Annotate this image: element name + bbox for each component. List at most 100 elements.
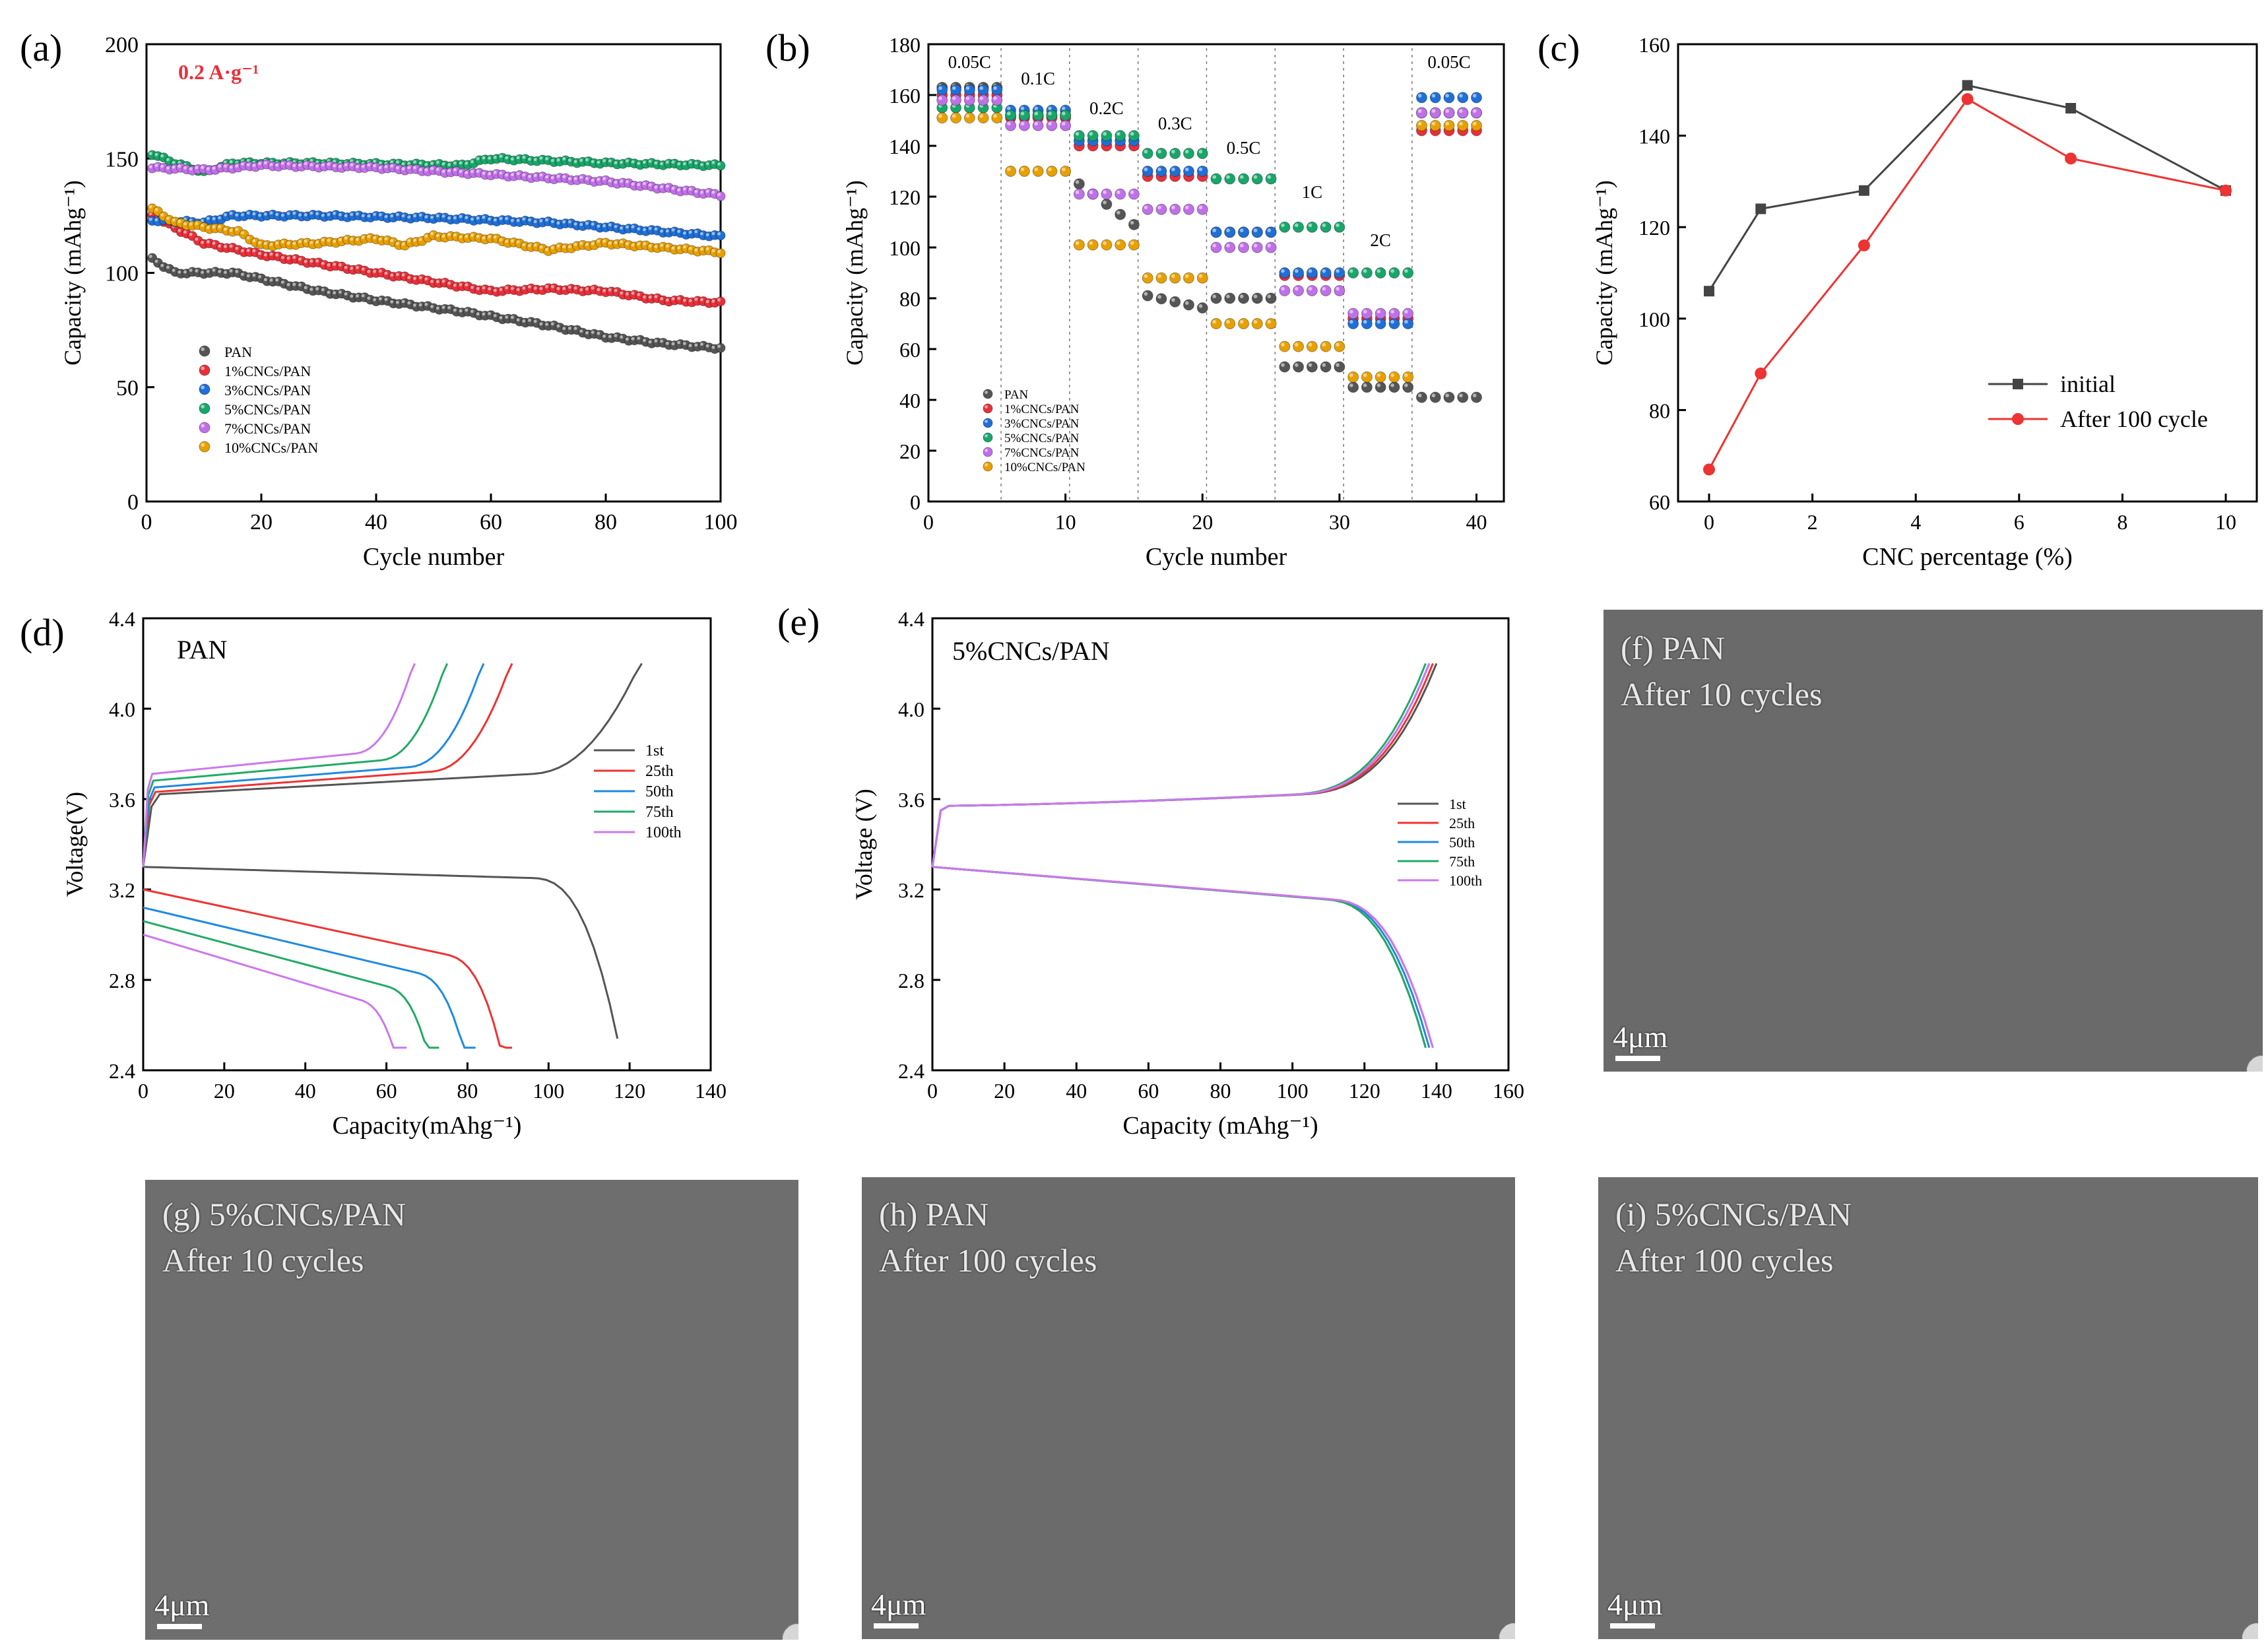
series-After 100 cycle: After 100 cycle: [1702, 93, 2232, 476]
data-point-shine: [539, 286, 543, 290]
legend-marker: [983, 418, 993, 428]
data-point: [1361, 307, 1373, 319]
data-point-shine: [465, 234, 469, 238]
x-tick-label: 0: [927, 1079, 938, 1103]
data-point-shine: [1006, 106, 1011, 111]
data-point-shine: [1294, 363, 1299, 367]
data-point: [1293, 267, 1305, 278]
data-point-shine: [304, 239, 308, 243]
data-point-shine: [1377, 319, 1381, 324]
data-point-shine: [212, 242, 216, 245]
data-point-shine: [212, 216, 216, 220]
data-point-shine: [694, 161, 698, 165]
data-point: [1128, 239, 1140, 251]
data-point-shine: [424, 277, 428, 281]
data-point-shine: [1281, 363, 1285, 367]
series-100th: [142, 663, 416, 1049]
legend-label: 25th: [1449, 815, 1475, 831]
data-point-shine: [1212, 294, 1216, 299]
data-point: [1073, 239, 1085, 251]
data-point: [1388, 307, 1400, 319]
data-point-shine: [952, 86, 956, 90]
x-tick-label: 0: [141, 510, 152, 534]
data-point: [1087, 239, 1099, 251]
data-point-shine: [183, 230, 187, 234]
legend-label: 3%CNCs/PAN: [1004, 417, 1080, 431]
rate-annotation: 0.2 A·g⁻¹: [178, 60, 259, 84]
data-point: [1210, 292, 1222, 304]
data-point-shine: [677, 296, 681, 300]
data-point-shine: [979, 86, 984, 90]
data-point-shine: [1212, 228, 1216, 232]
data-point-shine: [625, 292, 629, 296]
data-point-shine: [1390, 269, 1394, 273]
data-point-shine: [459, 161, 463, 165]
data-point-shine: [482, 236, 486, 240]
y-tick-label: 60: [899, 338, 921, 362]
data-point-shine: [643, 295, 646, 299]
data-point-shine: [263, 161, 267, 165]
legend-label: 50th: [645, 783, 674, 800]
data-point: [1320, 361, 1332, 373]
y-tick-label: 200: [105, 33, 139, 57]
y-axis-label: Capacity (mAhg⁻¹): [1591, 180, 1617, 366]
data-point-shine: [218, 225, 222, 229]
data-point: [1183, 272, 1194, 284]
data-point-shine: [545, 322, 548, 326]
rate-label: 0.05C: [948, 52, 991, 72]
data-point: [1032, 119, 1044, 131]
data-point-shine: [597, 178, 600, 181]
data-point-shine: [1130, 132, 1134, 136]
data-point-shine: [1417, 94, 1422, 98]
data-point-shine: [597, 240, 600, 243]
data-point: [1210, 318, 1222, 329]
data-point-shine: [1089, 190, 1093, 195]
y-tick-label: 4.0: [109, 697, 135, 721]
data-point: [1251, 242, 1263, 253]
data-point-shine: [1472, 393, 1477, 398]
data-point: [1279, 340, 1291, 352]
data-point: [1155, 272, 1167, 284]
data-point-shine: [246, 163, 250, 167]
data-point-shine: [597, 160, 600, 164]
data-point-shine: [1459, 109, 1463, 113]
legend-label: 75th: [1449, 853, 1475, 870]
data-point-shine: [447, 306, 451, 309]
data-point: [1115, 188, 1126, 200]
data-point-shine: [654, 295, 658, 298]
data-point-shine: [1020, 121, 1025, 126]
data-point-shine: [1062, 106, 1066, 111]
x-axis-label: Cycle number: [363, 543, 505, 571]
data-point-shine: [608, 241, 612, 245]
y-tick-label: 100: [889, 236, 921, 260]
data-point-shine: [258, 241, 261, 245]
data-point-shine: [1267, 243, 1272, 248]
inner-title: 5%CNCs/PAN: [952, 636, 1110, 666]
y-tick-label: 140: [1638, 125, 1670, 148]
data-point-shine: [280, 280, 284, 284]
data-point-shine: [1404, 309, 1408, 314]
data-point-shine: [591, 286, 595, 290]
legend-label: 3%CNCs/PAN: [224, 382, 311, 399]
data-point-shine: [1006, 121, 1011, 126]
data-point-shine: [367, 214, 371, 218]
data-point-shine: [637, 183, 641, 187]
data-point: [1060, 119, 1072, 131]
data-point-shine: [1253, 175, 1258, 179]
data-point-shine: [700, 298, 703, 302]
data-point-shine: [654, 161, 658, 165]
data-point-shine: [246, 211, 250, 215]
data-point-shine: [350, 237, 354, 241]
data-point-shine: [384, 298, 388, 302]
legend-marker-shine: [201, 404, 205, 408]
data-point-shine: [430, 161, 434, 165]
data-point-shine: [384, 237, 388, 241]
data-point: [1347, 267, 1359, 278]
data-point-shine: [665, 229, 669, 233]
x-tick-label: 8: [2117, 510, 2127, 534]
data-point-shine: [1212, 243, 1216, 248]
data-point: [1470, 107, 1482, 119]
data-point-shine: [338, 212, 342, 216]
data-point-shine: [688, 344, 692, 348]
data-point-shine: [292, 211, 296, 215]
